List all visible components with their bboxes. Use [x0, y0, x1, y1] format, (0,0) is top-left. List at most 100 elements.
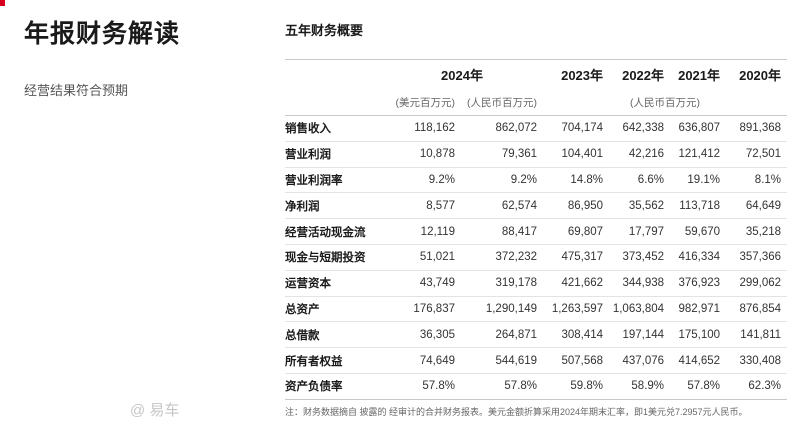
cell-y2022: 642,338 — [622, 122, 665, 135]
cell-usd2024: 57.8% — [422, 380, 455, 393]
table-row: 所有者权益 74,649 544,619 507,568 437,076 414,652 3… — [285, 348, 788, 374]
cell-y2021: 414,652 — [678, 354, 721, 367]
row-label: 现金与短期投资 — [285, 252, 366, 265]
cell-y2022: 35,562 — [628, 199, 665, 212]
cell-y2023: 475,317 — [561, 251, 604, 264]
cell-y2022: 17,797 — [628, 225, 665, 238]
cell-y2021: 376,923 — [678, 277, 721, 290]
cell-usd2024: 8,577 — [426, 199, 455, 212]
row-label: 营业利润 — [285, 149, 331, 162]
year-2024-header: 2024年 — [441, 68, 483, 84]
cell-rmb2024: 88,417 — [501, 225, 538, 238]
cell-rmb2024: 544,619 — [495, 354, 538, 367]
cell-y2022: 58.9% — [631, 380, 665, 393]
cell-usd2024: 51,021 — [419, 251, 455, 264]
cell-y2021: 982,971 — [678, 302, 721, 315]
cell-y2021: 121,412 — [678, 148, 721, 161]
cell-y2023: 86,950 — [567, 199, 604, 212]
cell-usd2024: 36,305 — [419, 328, 455, 341]
cell-y2023: 1,263,597 — [551, 302, 604, 315]
table-row: 净利润 8,577 62,574 86,950 35,562 113,718 64,649 — [285, 193, 788, 219]
row-label: 总资产 — [285, 303, 320, 316]
year-2020-header: 2020年 — [739, 68, 782, 84]
footnote: 注：财务数据摘自 披露的 经审计的合并财务报表。美元金额折算采用2024年期末汇… — [285, 407, 748, 417]
table-row: 营业利润 10,878 79,361 104,401 42,216 121,412 72,5… — [285, 141, 788, 168]
cell-y2021: 59,670 — [684, 225, 721, 238]
cell-y2020: 141,811 — [740, 328, 782, 341]
cell-y2020: 72,501 — [745, 148, 782, 161]
row-label: 净利润 — [285, 200, 320, 213]
cell-rmb2024: 372,232 — [495, 251, 538, 264]
cell-y2020: 876,854 — [739, 302, 782, 315]
cell-usd2024: 12,119 — [420, 225, 455, 238]
cell-y2020: 35,218 — [745, 225, 782, 238]
cell-y2020: 299,062 — [739, 277, 782, 290]
cell-y2023: 104,401 — [561, 148, 604, 161]
cell-y2020: 8.1% — [754, 173, 782, 186]
cell-usd2024: 43,749 — [419, 277, 455, 290]
cell-y2020: 357,366 — [739, 251, 782, 264]
section-title: 五年财务概要 — [285, 23, 364, 38]
cell-y2020: 62.3% — [748, 380, 782, 393]
page-title: 年报财务解读 — [24, 20, 181, 48]
cell-y2021: 636,807 — [678, 122, 721, 135]
table-row: 现金与短期投资 51,021 372,232 475,317 373,452 416,33… — [285, 244, 788, 271]
cell-rmb2024: 79,361 — [501, 148, 538, 161]
page-subtitle: 经营结果符合预期 — [24, 83, 129, 98]
unit-empty — [285, 90, 381, 116]
table-body: 销售收入 118,162 862,072 704,174 642,338 636,807 8… — [285, 116, 788, 400]
cell-rmb2024: 319,178 — [495, 277, 538, 290]
cell-y2022: 1,063,804 — [612, 302, 665, 315]
left-panel: 年报财务解读 经营结果符合预期 — [0, 0, 240, 433]
cell-y2023: 14.8% — [570, 173, 604, 186]
unit-header-row: (美元百万元) (人民币百万元) (人民币百万元) — [285, 90, 788, 116]
unit-rmb-historical: (人民币百万元) — [630, 96, 701, 109]
table-row: 总借款 36,305 264,871 308,414 197,144 175,100 141… — [285, 322, 788, 348]
cell-rmb2024: 9.2% — [510, 173, 538, 186]
cell-y2022: 373,452 — [622, 251, 665, 264]
cell-y2023: 507,568 — [561, 354, 604, 367]
cell-y2023: 704,174 — [561, 122, 604, 135]
cell-y2021: 416,334 — [678, 251, 721, 264]
row-label: 运营资本 — [285, 278, 331, 291]
header-empty — [285, 60, 381, 90]
cell-y2022: 197,144 — [622, 328, 665, 341]
cell-y2023: 59.8% — [570, 380, 604, 393]
row-label: 营业利润率 — [285, 174, 343, 187]
row-label: 经营活动现金流 — [285, 226, 366, 239]
cell-y2020: 330,408 — [739, 354, 782, 367]
unit-usd: (美元百万元) — [395, 96, 456, 109]
cell-y2021: 175,100 — [678, 328, 721, 341]
cell-rmb2024: 862,072 — [495, 122, 538, 135]
cell-y2021: 57.8% — [687, 380, 721, 393]
row-label: 资产负债率 — [285, 381, 343, 394]
cell-usd2024: 74,649 — [419, 354, 455, 367]
cell-y2023: 69,807 — [567, 225, 604, 238]
cell-y2022: 344,938 — [622, 277, 665, 290]
table-row: 总资产 176,837 1,290,149 1,263,597 1,063,804 982… — [285, 296, 788, 322]
row-label: 销售收入 — [285, 123, 331, 136]
table-row: 运营资本 43,749 319,178 421,662 344,938 376,923 29… — [285, 270, 788, 297]
cell-y2023: 308,414 — [561, 328, 604, 341]
cell-y2021: 113,718 — [679, 199, 721, 212]
unit-rmb-2024: (人民币百万元) — [467, 96, 538, 109]
accent-bar — [0, 0, 5, 6]
row-label: 所有者权益 — [285, 355, 343, 368]
cell-rmb2024: 57.8% — [504, 380, 538, 393]
cell-usd2024: 9.2% — [428, 173, 455, 186]
cell-y2020: 891,368 — [739, 122, 782, 135]
cell-usd2024: 118,162 — [414, 122, 455, 135]
cell-y2022: 6.6% — [637, 173, 665, 186]
cell-y2022: 437,076 — [622, 354, 665, 367]
table-row: 经营活动现金流 12,119 88,417 69,807 17,797 59,670 35,… — [285, 219, 788, 245]
cell-usd2024: 10,878 — [419, 148, 455, 161]
cell-rmb2024: 1,290,149 — [485, 302, 538, 315]
year-2022-header: 2022年 — [622, 68, 665, 84]
row-label: 总借款 — [285, 329, 320, 342]
cell-usd2024: 176,837 — [413, 302, 455, 315]
year-2023-header: 2023年 — [561, 68, 604, 84]
cell-y2022: 42,216 — [628, 148, 665, 161]
table-row: 营业利润率 9.2% 9.2% 14.8% 6.6% 19.1% 8.1% — [285, 167, 788, 193]
table-row: 资产负债率 57.8% 57.8% 59.8% 58.9% 57.8% 62.3% — [285, 373, 788, 400]
cell-y2021: 19.1% — [687, 173, 721, 186]
